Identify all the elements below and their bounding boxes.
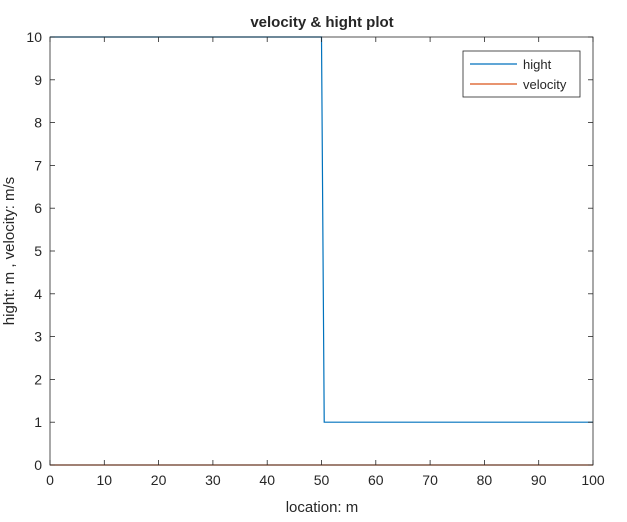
- y-tick-label: 8: [34, 115, 42, 131]
- y-tick-label: 7: [34, 157, 42, 173]
- y-tick-label: 5: [34, 243, 42, 259]
- x-axis-label: location: m: [286, 499, 359, 516]
- x-tick-label: 40: [259, 472, 275, 488]
- chart-title: velocity & hight plot: [250, 14, 393, 31]
- legend-box: [462, 50, 581, 98]
- y-tick-label: 9: [34, 72, 42, 88]
- y-tick-label: 10: [26, 29, 42, 45]
- y-tick-label: 2: [34, 371, 42, 387]
- legend-label-velocity: velocity: [523, 77, 567, 92]
- x-tick-label: 70: [422, 472, 438, 488]
- x-tick-label: 20: [151, 472, 167, 488]
- x-tick-label: 80: [477, 472, 493, 488]
- x-tick-label: 10: [97, 472, 113, 488]
- y-axis-label: hight: m , velocity: m/s: [1, 177, 18, 325]
- y-axis-ticks: 0 1 2 3 4 5 6 7 8 9 10: [26, 29, 593, 473]
- legend: hight velocity: [462, 50, 581, 98]
- y-tick-label: 3: [34, 329, 42, 345]
- x-axis-ticks: 0 10 20 30 40 50 60 70 80 90 100: [46, 37, 605, 488]
- y-tick-label: 6: [34, 200, 42, 216]
- x-tick-label: 30: [205, 472, 221, 488]
- x-tick-label: 100: [581, 472, 605, 488]
- x-tick-label: 60: [368, 472, 384, 488]
- y-tick-label: 4: [34, 286, 42, 302]
- x-tick-label: 0: [46, 472, 54, 488]
- y-tick-label: 0: [34, 457, 42, 473]
- legend-label-hight: hight: [523, 57, 552, 72]
- x-tick-label: 90: [531, 472, 547, 488]
- x-tick-label: 50: [314, 472, 330, 488]
- y-tick-label: 1: [34, 414, 42, 430]
